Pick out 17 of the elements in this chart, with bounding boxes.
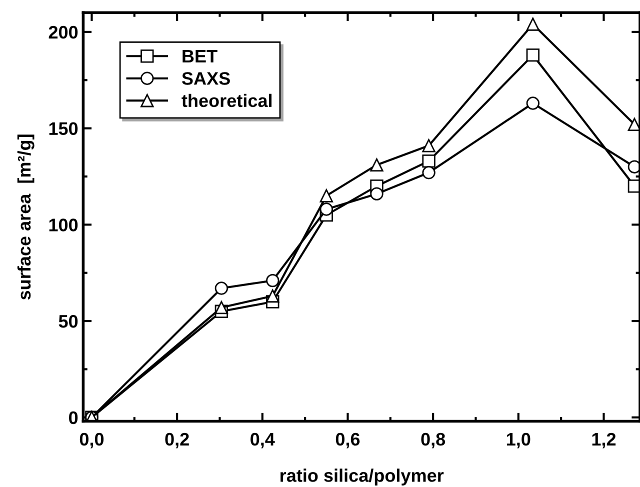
y-tick-label: 50 xyxy=(58,314,78,328)
x-tick-label: 0,4 xyxy=(250,432,275,448)
legend-label: BET xyxy=(182,50,218,62)
y-axis-title: surface area [m²/g] xyxy=(17,134,34,300)
x-tick-label: 1,0 xyxy=(506,432,530,448)
y-tick-label: 150 xyxy=(49,122,78,136)
y-tick-label: 200 xyxy=(48,26,78,39)
legend-label: theoretical xyxy=(182,94,272,108)
x-tick-label: 1,2 xyxy=(592,432,616,448)
x-tick-label: 0,8 xyxy=(421,432,446,448)
y-tick-label: 100 xyxy=(49,218,78,232)
legend-label: SAXS xyxy=(182,72,230,85)
x-axis-title: ratio silica/polymer xyxy=(280,468,444,486)
y-tick-label: 0 xyxy=(69,411,78,424)
x-tick-label: 0,0 xyxy=(80,432,104,448)
x-tick-label: 0,2 xyxy=(165,432,189,448)
x-tick-label: 0,6 xyxy=(336,432,360,448)
